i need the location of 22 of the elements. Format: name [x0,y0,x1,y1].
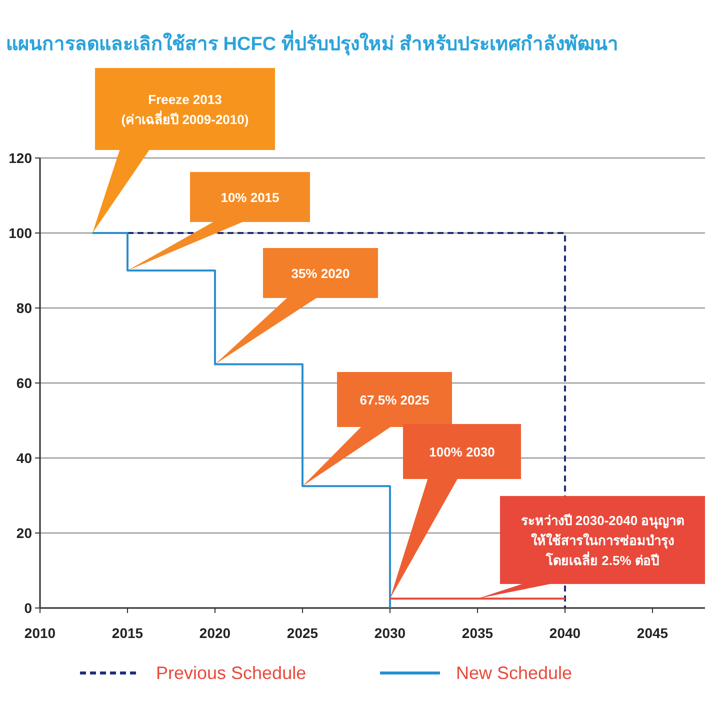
x-tick-label: 2030 [374,625,406,641]
legend-label: New Schedule [456,663,572,683]
x-tick-label: 2010 [24,625,56,641]
annotation: 100% 2030 [429,444,495,460]
y-tick-label: 0 [24,600,32,616]
legend-label: Previous Schedule [156,663,306,683]
y-tick-label: 40 [16,450,32,466]
chart-title: แผนการลดและเลิกใช้สาร HCFC ที่ปรับปรุงใหม่ สำหรับประเทศกำลังพัฒนา [6,30,619,56]
y-tick-label: 100 [8,225,32,241]
x-tick-label: 2015 [112,625,144,641]
x-tick-label: 2035 [462,625,494,641]
annotation: 10% 2015 [220,190,280,205]
x-tick-label: 2020 [199,625,231,641]
y-tick-label: 60 [16,375,32,391]
annotation: ระหว่างปี 2030-2040 อนุญาต ให้ใช้สารในการซ่อมบำรุง โดยเฉลี่ย 2.5% ต่อปี [520,513,684,568]
y-tick-label: 20 [16,525,32,541]
x-tick-label: 2045 [636,625,668,641]
y-tick-label: 80 [16,300,32,316]
annotation: 67.5% 2025 [360,392,430,408]
x-tick-label: 2040 [549,625,581,641]
y-tick-label: 120 [8,150,32,166]
x-tick-label: 2025 [286,625,318,641]
